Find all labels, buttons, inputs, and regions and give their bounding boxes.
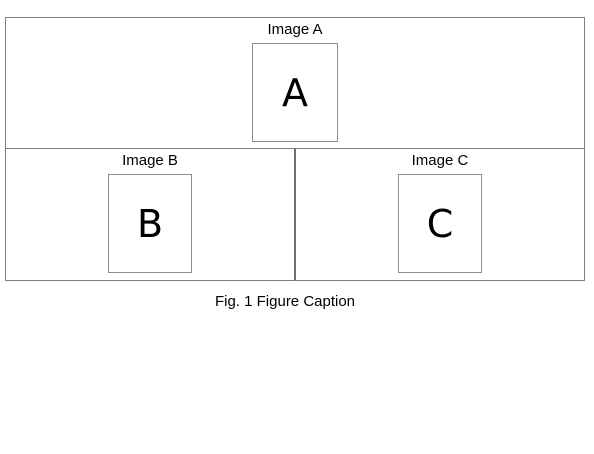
image-b-placeholder: B [108,174,192,273]
panel-c-label: Image C [411,152,469,169]
panel-a-label: Image A [267,21,323,38]
panel-c: Image C C [294,148,585,281]
figure-caption: Fig. 1 Figure Caption [214,293,356,310]
panel-a: Image A A [5,17,585,149]
image-c-placeholder: C [398,174,482,273]
figure-panels: Image A A Image B B Image C C [5,17,585,281]
panel-b: Image B B [5,148,296,281]
image-a-placeholder: A [252,43,338,142]
panel-b-label: Image B [122,152,178,169]
